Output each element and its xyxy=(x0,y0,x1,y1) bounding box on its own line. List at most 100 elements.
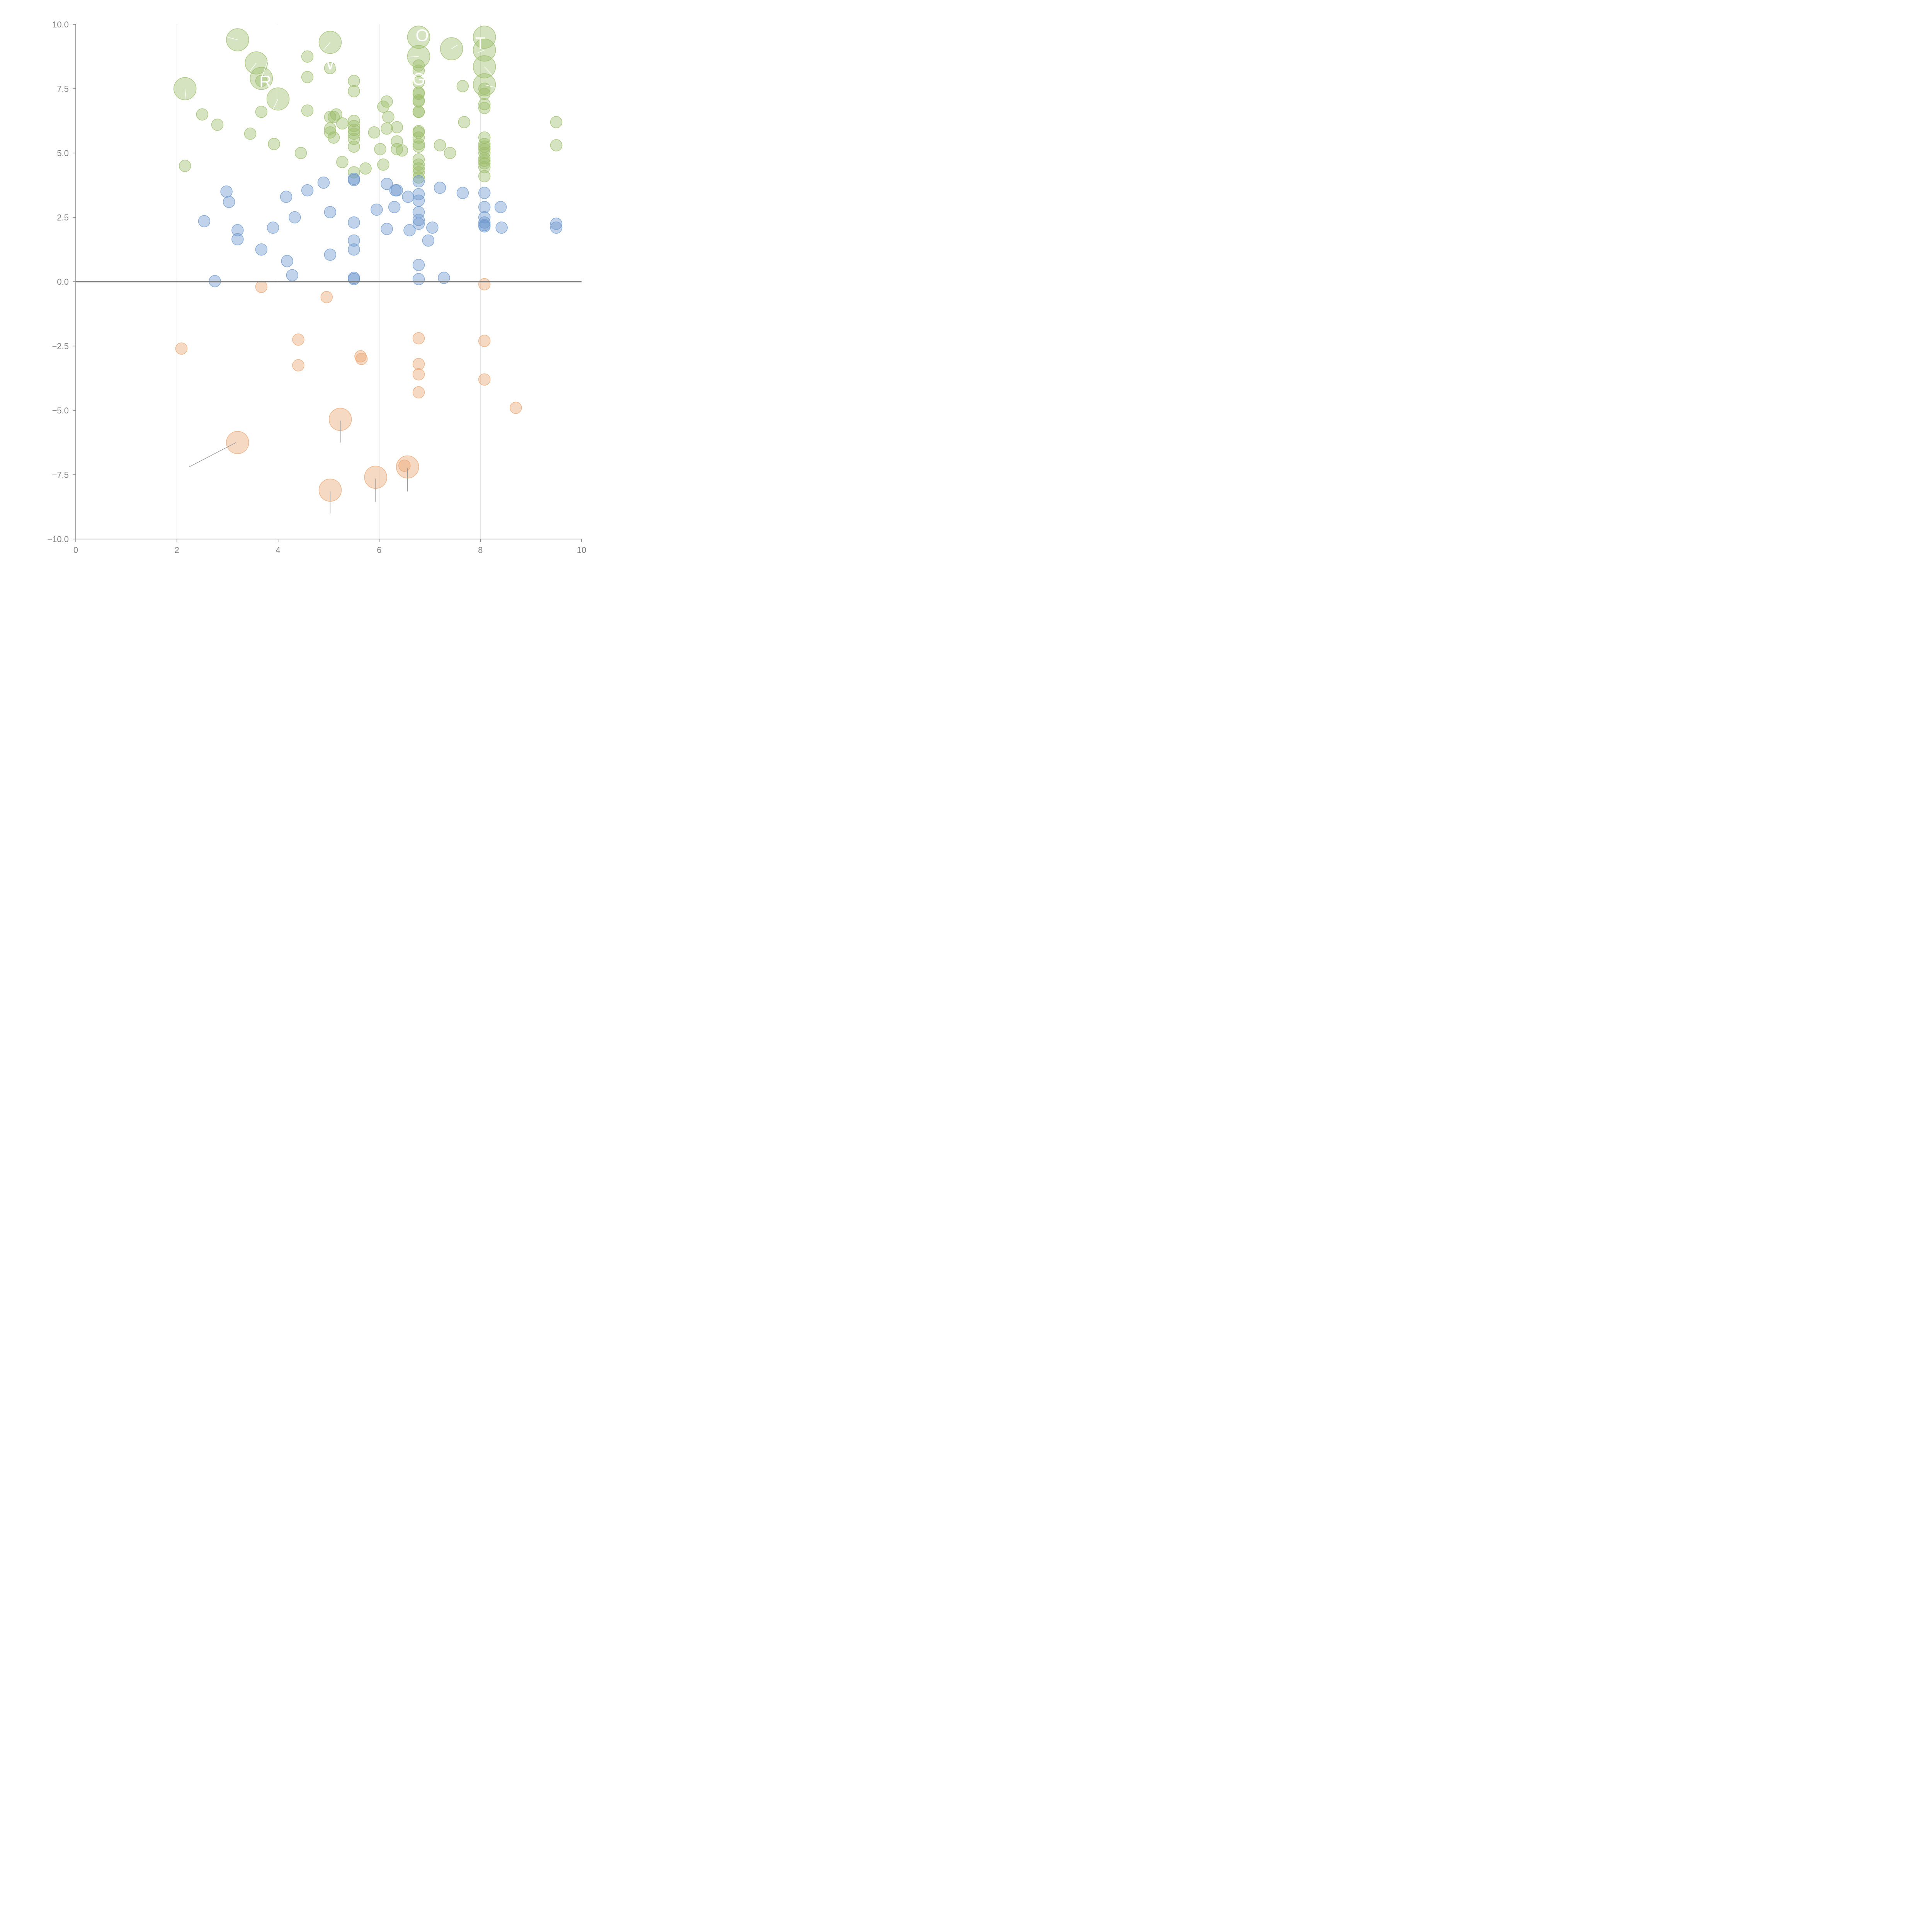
data-point xyxy=(478,102,491,114)
axes xyxy=(73,24,582,542)
leader-line xyxy=(272,99,279,110)
data-point xyxy=(478,373,491,386)
data-point xyxy=(196,108,208,121)
data-point xyxy=(317,176,330,189)
data-point xyxy=(348,124,360,136)
annotation-label: T xyxy=(475,34,486,53)
data-point xyxy=(324,122,337,135)
data-point xyxy=(391,143,403,155)
data-point xyxy=(412,194,425,207)
data-point xyxy=(396,144,408,157)
data-point xyxy=(268,138,280,150)
x-tick-label: 2 xyxy=(175,545,179,555)
data-point xyxy=(301,104,314,117)
data-point xyxy=(381,95,393,108)
data-point xyxy=(478,278,491,291)
data-point xyxy=(175,342,188,355)
data-point xyxy=(179,160,191,172)
data-point xyxy=(478,220,491,233)
data-point xyxy=(244,128,257,140)
data-point xyxy=(478,157,491,170)
leader-line xyxy=(227,37,238,40)
data-point xyxy=(292,359,304,372)
data-point xyxy=(412,153,425,166)
data-point xyxy=(412,188,425,201)
data-point xyxy=(280,190,293,203)
data-point xyxy=(336,156,349,168)
data-point xyxy=(478,98,491,111)
data-point xyxy=(412,273,425,286)
annotation-label: G xyxy=(412,70,425,89)
data-point xyxy=(255,243,268,256)
y-tick-label: −2.5 xyxy=(52,342,69,351)
data-point xyxy=(381,178,393,190)
y-tick-label: −5.0 xyxy=(52,406,69,415)
data-point xyxy=(348,75,360,87)
annotations: R W O G T xyxy=(259,26,486,91)
data-point xyxy=(550,116,563,128)
data-point xyxy=(412,162,425,175)
data-point xyxy=(456,187,469,199)
data-point xyxy=(412,138,425,150)
data-point xyxy=(456,80,469,92)
data-point xyxy=(412,332,425,345)
data-point xyxy=(301,71,314,83)
leader-line xyxy=(323,42,330,51)
data-point xyxy=(281,255,293,267)
data-point xyxy=(478,138,491,150)
data-point xyxy=(478,170,491,182)
data-point xyxy=(391,121,403,134)
leader-line xyxy=(189,442,236,468)
data-point xyxy=(402,190,414,203)
data-point xyxy=(348,115,360,127)
data-point xyxy=(444,147,456,159)
scatter-chart: 0 2 4 6 8 10 10.0 7.5 5.0 2.5 0.0 −2.5 −5.0 −7.5 −10.0… xyxy=(47,20,586,555)
data-point xyxy=(381,223,393,235)
data-point xyxy=(359,162,372,175)
data-point xyxy=(348,140,360,153)
data-point xyxy=(348,128,360,140)
data-point xyxy=(198,215,211,228)
data-point xyxy=(412,358,425,370)
data-point xyxy=(382,111,395,123)
tick-labels: 0 2 4 6 8 10 10.0 7.5 5.0 2.5 0.0 −2.5 −5.0 −7.5 −10.0 xyxy=(47,20,586,555)
leader-line xyxy=(184,88,187,99)
data-point xyxy=(412,105,425,118)
x-tick-label: 0 xyxy=(73,545,78,555)
data-point xyxy=(478,335,491,347)
data-point xyxy=(220,185,233,198)
leader-line xyxy=(250,63,257,71)
data-point xyxy=(438,272,450,284)
y-tick-label: 0.0 xyxy=(57,277,69,287)
data-point xyxy=(478,152,491,165)
data-point xyxy=(301,50,314,63)
data-point xyxy=(255,281,268,293)
data-point xyxy=(412,59,425,72)
y-tick-label: −10.0 xyxy=(47,534,69,544)
leader-line xyxy=(484,66,493,76)
data-point xyxy=(412,140,425,153)
data-point xyxy=(407,26,430,49)
data-point xyxy=(348,216,360,229)
data-point xyxy=(255,75,268,87)
data-point xyxy=(495,221,508,234)
data-point xyxy=(348,243,360,256)
y-tick-label: −7.5 xyxy=(52,470,69,480)
x-tick-label: 4 xyxy=(276,545,280,555)
data-point xyxy=(267,221,279,234)
y-tick-label: 5.0 xyxy=(57,148,69,158)
data-point xyxy=(330,108,342,121)
leader-line xyxy=(451,44,458,49)
data-point xyxy=(494,201,507,213)
annotation-label: R xyxy=(259,72,272,91)
data-point xyxy=(412,218,425,230)
data-point xyxy=(388,201,401,213)
data-point xyxy=(550,221,563,234)
data-point xyxy=(478,88,491,100)
data-point xyxy=(412,171,425,184)
x-tick-label: 8 xyxy=(478,545,483,555)
data-point xyxy=(223,196,235,208)
data-point xyxy=(371,203,383,216)
annotation-leader-lines xyxy=(184,37,496,514)
data-point xyxy=(327,131,340,144)
